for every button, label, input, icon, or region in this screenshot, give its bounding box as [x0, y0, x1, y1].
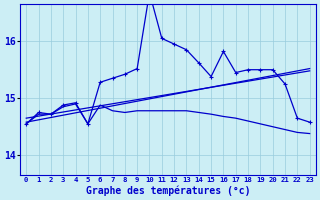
- X-axis label: Graphe des températures (°c): Graphe des températures (°c): [86, 185, 250, 196]
